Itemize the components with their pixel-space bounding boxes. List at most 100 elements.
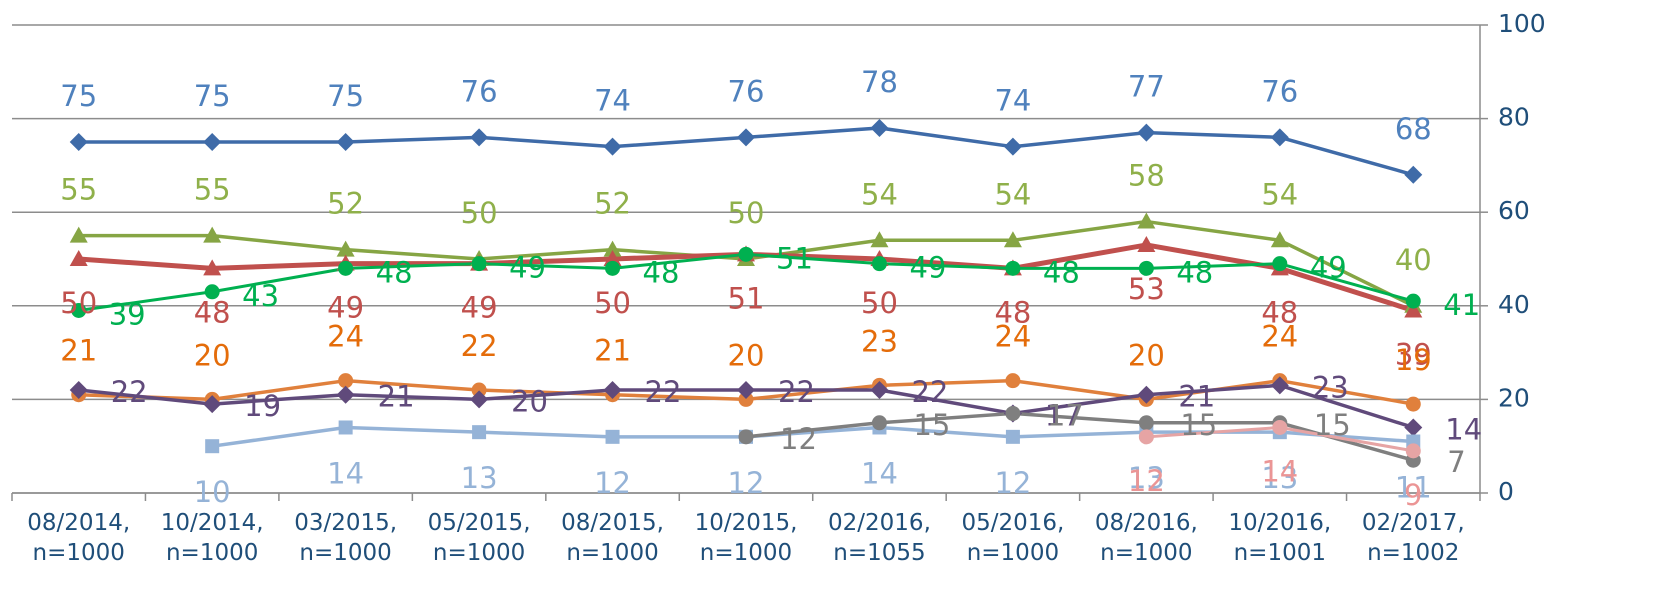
point <box>1272 256 1288 272</box>
point <box>338 420 353 435</box>
data-label: 74 <box>994 84 1031 118</box>
data-label: 24 <box>1261 320 1298 354</box>
data-label: 68 <box>1395 112 1432 146</box>
data-label: 48 <box>1043 255 1080 289</box>
point <box>1405 443 1421 459</box>
point <box>870 231 889 248</box>
point <box>1138 429 1154 445</box>
data-label: 53 <box>1128 272 1165 306</box>
data-label: 54 <box>994 177 1031 211</box>
data-label: 49 <box>327 291 364 325</box>
point <box>1003 231 1022 248</box>
data-label: 11 <box>1395 471 1432 505</box>
point <box>603 381 622 400</box>
point <box>1137 385 1156 404</box>
point <box>204 284 220 300</box>
data-label: 13 <box>1128 461 1165 495</box>
data-label: 13 <box>1261 461 1298 495</box>
point <box>1270 128 1289 147</box>
point <box>71 302 87 318</box>
data-label: 20 <box>728 338 765 372</box>
x-tick-label: 08/2015, n=1000 <box>561 510 664 566</box>
point <box>738 429 754 445</box>
point <box>203 226 222 243</box>
data-label: 12 <box>1128 464 1165 498</box>
point <box>737 128 755 147</box>
data-label: 49 <box>461 291 498 325</box>
point <box>1137 212 1156 229</box>
data-label: 15 <box>913 408 950 442</box>
point <box>738 246 754 262</box>
data-label: 22 <box>111 375 148 409</box>
point <box>871 256 887 272</box>
point <box>1005 373 1021 389</box>
data-label: 20 <box>1128 338 1165 372</box>
point <box>1404 418 1423 437</box>
data-label: 75 <box>60 79 97 113</box>
point <box>471 382 487 398</box>
point <box>336 133 355 151</box>
x-tick-label: 10/2016, n=1001 <box>1228 510 1332 566</box>
x-tick-label: 08/2014, n=1000 <box>27 510 131 566</box>
data-label: 48 <box>376 255 413 289</box>
data-label: 21 <box>594 334 631 368</box>
x-tick-label: 05/2015, n=1000 <box>427 510 531 566</box>
point <box>69 226 88 243</box>
data-label: 39 <box>1395 337 1432 371</box>
point <box>1405 293 1421 309</box>
point <box>738 391 754 407</box>
point <box>1270 376 1289 395</box>
data-label: 23 <box>1312 370 1349 404</box>
point <box>1003 137 1022 156</box>
x-tick-label: 08/2016, n=1000 <box>1094 510 1198 566</box>
data-label: 15 <box>1180 408 1217 442</box>
data-label: 15 <box>1314 408 1351 442</box>
data-label: 21 <box>60 334 97 368</box>
data-label: 75 <box>194 79 231 113</box>
data-label: 19 <box>244 389 281 423</box>
point <box>737 381 755 400</box>
data-label: 21 <box>1178 380 1215 414</box>
point <box>471 256 487 272</box>
data-label: 21 <box>378 380 415 414</box>
x-tick-label: 10/2014, n=1000 <box>160 510 264 566</box>
data-label: 48 <box>643 255 680 289</box>
data-label: 74 <box>594 84 631 118</box>
data-label: 9 <box>1404 478 1422 512</box>
x-tick-label: 10/2015, n=1000 <box>694 510 798 566</box>
point <box>470 390 489 409</box>
data-label: 43 <box>242 279 279 313</box>
point <box>1137 235 1156 252</box>
data-label: 48 <box>1261 295 1298 329</box>
x-tick-label: 02/2016, n=1055 <box>828 510 931 566</box>
data-label: 77 <box>1128 70 1165 104</box>
data-label: 20 <box>511 384 548 418</box>
data-label: 22 <box>645 375 682 409</box>
point <box>1005 405 1021 421</box>
data-label: 76 <box>728 74 765 108</box>
data-label: 49 <box>1310 251 1347 285</box>
point <box>605 429 620 444</box>
data-label: 20 <box>194 338 231 372</box>
data-label: 14 <box>327 456 364 490</box>
point <box>470 128 489 147</box>
point <box>1404 165 1423 184</box>
y-tick-label: 0 <box>1498 477 1514 506</box>
data-label: 40 <box>1395 243 1432 277</box>
point <box>870 381 889 400</box>
data-label: 7 <box>1447 445 1465 479</box>
data-label: 24 <box>994 320 1031 354</box>
y-tick-label: 60 <box>1498 196 1530 225</box>
y-tick-label: 80 <box>1498 103 1530 132</box>
data-label: 17 <box>1047 398 1084 432</box>
point <box>603 250 622 266</box>
point <box>1405 396 1421 412</box>
point <box>472 425 487 440</box>
x-tick-label: 02/2017, n=1002 <box>1361 510 1465 566</box>
point <box>203 259 222 276</box>
data-label: 48 <box>1176 255 1213 289</box>
data-label: 49 <box>909 251 946 285</box>
point <box>338 373 354 389</box>
data-label: 58 <box>1128 159 1165 193</box>
